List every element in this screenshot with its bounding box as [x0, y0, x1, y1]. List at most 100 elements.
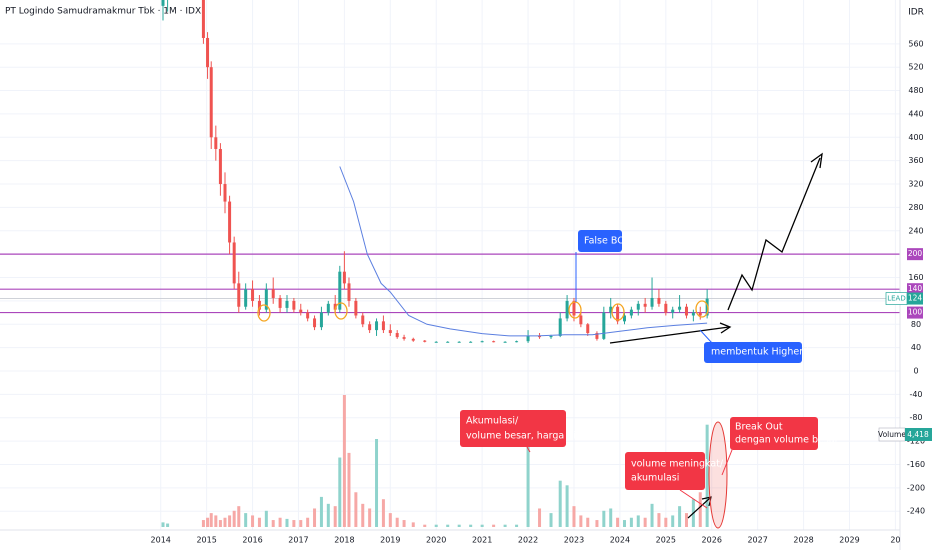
candle-body [354, 300, 358, 316]
projection-path [727, 157, 821, 311]
overlay [339, 166, 708, 337]
volume-bar [209, 513, 213, 527]
volume-bar [446, 524, 450, 527]
candle-body [411, 338, 415, 341]
volume-bar [492, 524, 496, 527]
candle-body [402, 337, 406, 339]
candles [161, 0, 709, 343]
volume-bar [237, 506, 241, 527]
volume-bar [299, 520, 303, 527]
candle-body [503, 341, 507, 343]
y-tick-label: 80 [911, 320, 921, 329]
candle-body [223, 184, 227, 202]
y-tick-label: -40 [909, 390, 922, 399]
callout-box [704, 342, 802, 363]
candle-body [232, 242, 236, 284]
candle-body [705, 298, 709, 316]
volume-bar [361, 503, 365, 527]
volume-bar [643, 517, 647, 527]
candle-body [515, 341, 519, 343]
symbol-label: LEAD [887, 295, 906, 303]
candle-body [616, 306, 620, 322]
circle-marker [695, 300, 709, 318]
x-tick-label: 2026 [702, 536, 722, 545]
volume-arrow [687, 497, 711, 519]
volume-label: Volume [878, 430, 906, 439]
x-tick-label: 2028 [793, 536, 813, 545]
callout-text: False BO [584, 236, 625, 247]
circle-marker [568, 301, 582, 319]
x-tick-label: 2018 [334, 536, 354, 545]
volume-bar [657, 513, 661, 527]
y-tick-label: 400 [908, 133, 923, 142]
volume-bar [319, 496, 323, 527]
volume-bar [395, 517, 399, 527]
volume-bar [166, 523, 170, 527]
candle-body [299, 309, 303, 313]
y-tick-label: 480 [908, 86, 923, 95]
candle-body [636, 303, 640, 310]
callout-pointer [699, 329, 713, 344]
candle-body [457, 341, 461, 343]
callout-box [578, 230, 622, 252]
candle-body [622, 315, 626, 322]
volume-bar [684, 513, 688, 527]
volume-bar [347, 452, 351, 527]
volume-highlight [708, 421, 728, 529]
higher-low-line [609, 326, 730, 344]
callout-text: Break Out [735, 422, 783, 433]
candle-body [609, 306, 613, 313]
volume-bar [264, 510, 268, 527]
candle-body [480, 341, 484, 343]
candle-body [237, 283, 241, 307]
volume-bar [549, 513, 553, 527]
circle-marker [257, 304, 271, 322]
volume-value-box [905, 428, 932, 441]
volume-bar [636, 515, 640, 527]
volume-value: 4,418 [907, 430, 929, 439]
level-label-box [907, 248, 923, 261]
candle-body [469, 341, 473, 343]
callout-text: Akumulasi/ [466, 416, 519, 427]
level-label-box [907, 283, 923, 296]
volume-bar [480, 524, 484, 527]
volume-bar [602, 510, 606, 527]
candle-body [206, 37, 210, 68]
volume-bar [375, 439, 379, 527]
y-tick-label: 160 [908, 273, 923, 282]
callout-text: volume meningkat/ [631, 459, 724, 470]
x-tick-label: 2022 [518, 536, 538, 545]
volume-bar [368, 508, 372, 527]
volume-bar [278, 517, 282, 527]
y-tick-label: -200 [907, 483, 925, 492]
callout-text: volume besar, harga diam [466, 431, 591, 442]
volume-bar [616, 517, 620, 527]
x-tick-label: 20 [890, 536, 900, 545]
y-tick-label: -80 [909, 413, 922, 422]
y-tick-label: 440 [908, 109, 923, 118]
x-tick-label: 2014 [151, 536, 171, 545]
volume-bar [595, 520, 599, 527]
candle-body [434, 341, 438, 343]
y-tick-label: 560 [908, 39, 923, 48]
volume-bar [629, 517, 633, 527]
candle-body [395, 333, 399, 338]
candle-body [264, 289, 268, 310]
volume-bar [232, 510, 236, 527]
candle-body [338, 271, 342, 310]
callout-pointer [679, 489, 708, 509]
volume-bar [251, 515, 255, 527]
level-label: 200 [908, 249, 923, 258]
candle-body [492, 341, 496, 343]
volume-bar [678, 506, 682, 527]
candle-body [271, 289, 275, 298]
candle-body [643, 303, 647, 307]
volume-bar [503, 524, 507, 527]
volume-bar [161, 522, 165, 527]
x-tick-label: 2015 [196, 536, 216, 545]
volume-bar [469, 524, 473, 527]
candle-body [565, 300, 569, 319]
x-tick-label: 2025 [656, 536, 676, 545]
